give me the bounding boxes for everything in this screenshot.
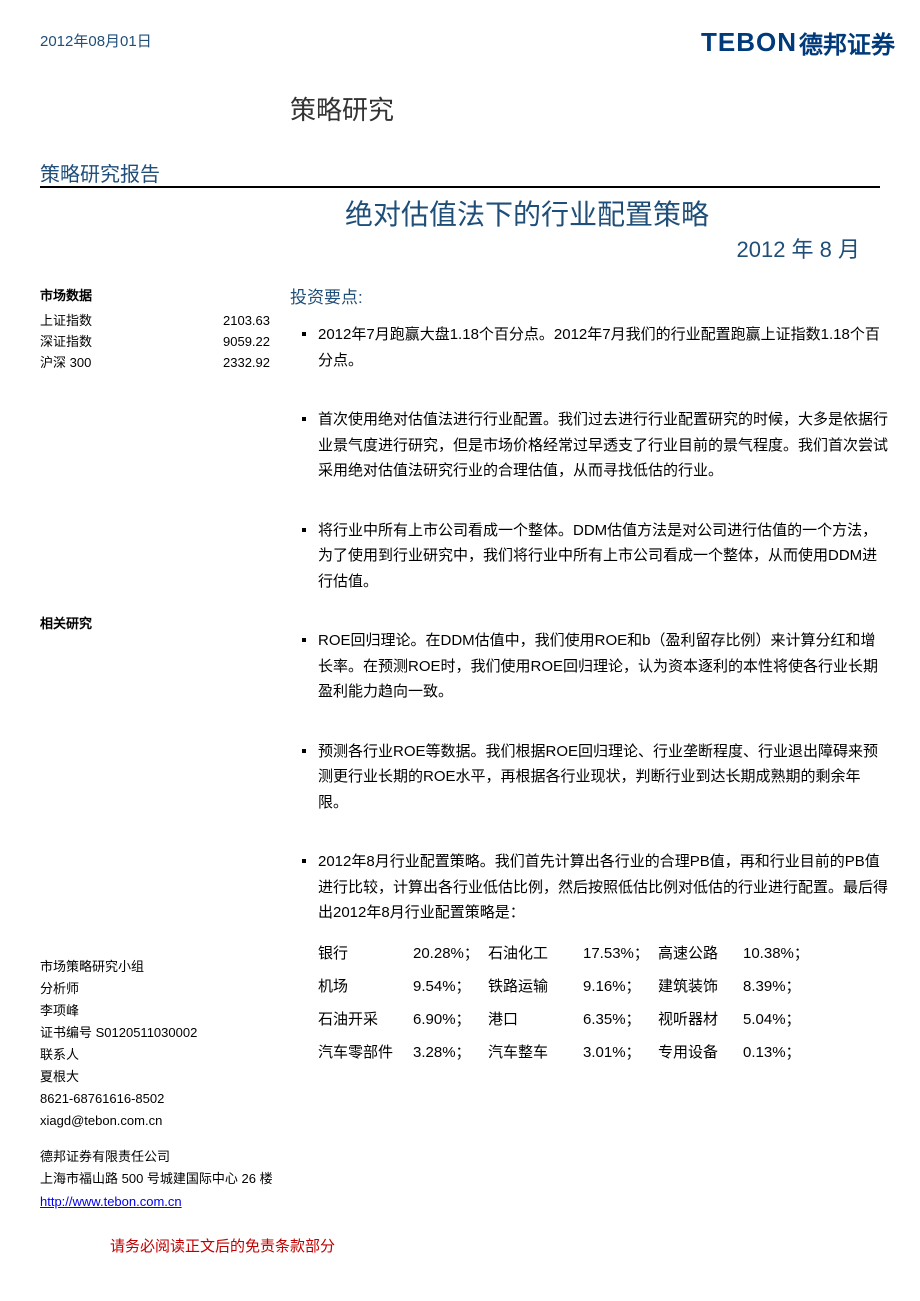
index-row: 沪深 300 2332.92	[40, 353, 270, 374]
phone: 8621-68761616-8502	[40, 1088, 280, 1110]
allocation-row: 银行 20.28%； 石油化工 17.53%； 高速公路 10.38%；	[318, 942, 890, 963]
alloc-value: 9.16%；	[583, 975, 658, 996]
alloc-value: 20.28%；	[413, 942, 488, 963]
bullet-marker-icon	[302, 859, 306, 863]
bullet-marker-icon	[302, 638, 306, 642]
team-heading: 市场策略研究小组	[40, 956, 280, 978]
main-category: 策略研究	[290, 90, 394, 127]
bullet-item: 将行业中所有上市公司看成一个整体。DDM估值方法是对公司进行估值的一个方法，为了…	[290, 518, 890, 595]
analyst-name: 李项峰	[40, 1000, 280, 1022]
alloc-name: 汽车整车	[488, 1041, 583, 1062]
alloc-name: 铁路运输	[488, 975, 583, 996]
bullet-item: 预测各行业ROE等数据。我们根据ROE回归理论、行业垄断程度、行业退出障碍来预测…	[290, 739, 890, 816]
alloc-name: 专用设备	[658, 1041, 743, 1062]
index-name: 深证指数	[40, 332, 92, 353]
report-month: 2012 年 8 月	[736, 232, 860, 264]
alloc-name: 银行	[318, 942, 413, 963]
bullet-text: 将行业中所有上市公司看成一个整体。DDM估值方法是对公司进行估值的一个方法，为了…	[318, 518, 890, 595]
bullet-text: 2012年7月跑赢大盘1.18个百分点。2012年7月我们的行业配置跑赢上证指数…	[318, 322, 890, 373]
email: xiagd@tebon.com.cn	[40, 1110, 280, 1132]
bullet-text: 预测各行业ROE等数据。我们根据ROE回归理论、行业垄断程度、行业退出障碍来预测…	[318, 739, 890, 816]
alloc-name: 高速公路	[658, 942, 743, 963]
alloc-value: 6.35%；	[583, 1008, 658, 1029]
bullet-item: 首次使用绝对估值法进行行业配置。我们过去进行行业配置研究的时候，大多是依据行业景…	[290, 407, 890, 484]
bullet-item: 2012年7月跑赢大盘1.18个百分点。2012年7月我们的行业配置跑赢上证指数…	[290, 322, 890, 373]
alloc-value: 9.54%；	[413, 975, 488, 996]
bullet-marker-icon	[302, 528, 306, 532]
company-url[interactable]: http://www.tebon.com.cn	[40, 1194, 182, 1209]
index-value: 2103.63	[223, 311, 270, 332]
bullet-marker-icon	[302, 332, 306, 336]
allocation-row: 汽车零部件 3.28%； 汽车整车 3.01%； 专用设备 0.13%；	[318, 1041, 890, 1062]
allocation-row: 石油开采 6.90%； 港口 6.35%； 视听器材 5.04%；	[318, 1008, 890, 1029]
logo-en: TEBON	[701, 27, 797, 58]
alloc-value: 6.90%；	[413, 1008, 488, 1029]
company-address: 上海市福山路 500 号城建国际中心 26 楼	[40, 1168, 280, 1190]
contact-label: 联系人	[40, 1044, 280, 1066]
cert-number: 证书编号 S0120511030002	[40, 1022, 280, 1044]
bullet-text: 2012年8月行业配置策略。我们首先计算出各行业的合理PB值，再和行业目前的PB…	[318, 849, 890, 926]
investment-points-title: 投资要点:	[290, 283, 890, 308]
main-content: 投资要点: 2012年7月跑赢大盘1.18个百分点。2012年7月我们的行业配置…	[290, 283, 890, 1074]
bullet-marker-icon	[302, 749, 306, 753]
bullet-text: 首次使用绝对估值法进行行业配置。我们过去进行行业配置研究的时候，大多是依据行业景…	[318, 407, 890, 484]
index-name: 上证指数	[40, 311, 92, 332]
alloc-name: 港口	[488, 1008, 583, 1029]
alloc-value: 3.01%；	[583, 1041, 658, 1062]
index-row: 上证指数 2103.63	[40, 311, 270, 332]
company-section: 德邦证券有限责任公司 上海市福山路 500 号城建国际中心 26 楼 http:…	[40, 1146, 280, 1212]
report-title: 绝对估值法下的行业配置策略	[345, 193, 709, 233]
related-research-heading: 相关研究	[40, 613, 280, 635]
allocation-row: 机场 9.54%； 铁路运输 9.16%； 建筑装饰 8.39%；	[318, 975, 890, 996]
disclaimer: 请务必阅读正文后的免责条款部分	[110, 1235, 335, 1256]
market-data-heading: 市场数据	[40, 285, 280, 307]
index-value: 2332.92	[223, 353, 270, 374]
company-logo: TEBON 德邦证券	[701, 25, 895, 60]
alloc-value: 8.39%；	[743, 975, 813, 996]
index-row: 深证指数 9059.22	[40, 332, 270, 353]
bullet-text: ROE回归理论。在DDM估值中，我们使用ROE和b（盈利留存比例）来计算分红和增…	[318, 628, 890, 705]
alloc-name: 建筑装饰	[658, 975, 743, 996]
analyst-label: 分析师	[40, 978, 280, 1000]
alloc-value: 5.04%；	[743, 1008, 813, 1029]
allocation-table: 银行 20.28%； 石油化工 17.53%； 高速公路 10.38%； 机场 …	[318, 942, 890, 1062]
alloc-value: 3.28%；	[413, 1041, 488, 1062]
index-name: 沪深 300	[40, 353, 91, 374]
logo-cn: 德邦证券	[799, 25, 895, 60]
report-type: 策略研究报告	[40, 158, 160, 187]
alloc-value: 17.53%；	[583, 942, 658, 963]
alloc-value: 0.13%；	[743, 1041, 813, 1062]
contact-name: 夏根大	[40, 1066, 280, 1088]
alloc-name: 石油化工	[488, 942, 583, 963]
bullet-marker-icon	[302, 417, 306, 421]
index-value: 9059.22	[223, 332, 270, 353]
alloc-name: 石油开采	[318, 1008, 413, 1029]
sidebar: 市场数据 上证指数 2103.63 深证指数 9059.22 沪深 300 23…	[40, 285, 280, 1213]
divider-line	[40, 186, 880, 188]
bullet-item: ROE回归理论。在DDM估值中，我们使用ROE和b（盈利留存比例）来计算分红和增…	[290, 628, 890, 705]
bullet-item: 2012年8月行业配置策略。我们首先计算出各行业的合理PB值，再和行业目前的PB…	[290, 849, 890, 926]
alloc-name: 视听器材	[658, 1008, 743, 1029]
alloc-name: 汽车零部件	[318, 1041, 413, 1062]
alloc-value: 10.38%；	[743, 942, 813, 963]
team-section: 市场策略研究小组 分析师 李项峰 证书编号 S0120511030002 联系人…	[40, 956, 280, 1133]
header-date: 2012年08月01日	[40, 30, 152, 51]
alloc-name: 机场	[318, 975, 413, 996]
company-name: 德邦证券有限责任公司	[40, 1146, 280, 1168]
